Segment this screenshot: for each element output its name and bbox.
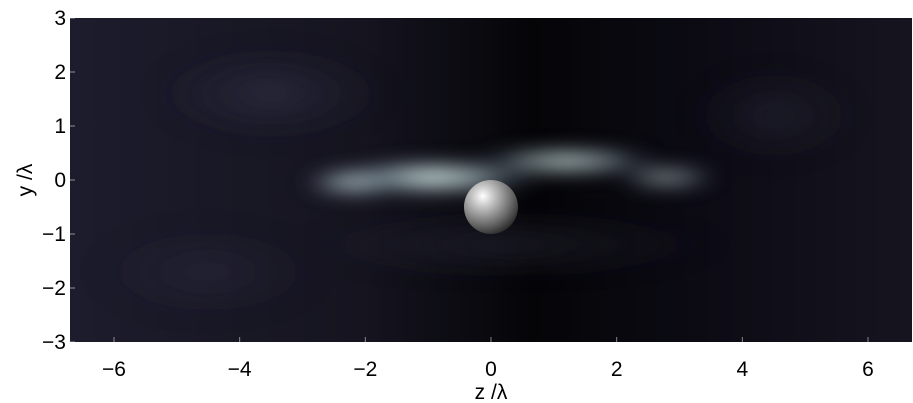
x-tick-label: 6	[862, 358, 874, 381]
intensity-feature	[679, 61, 869, 170]
y-tick-label: −1	[42, 223, 66, 246]
sphere	[464, 180, 518, 234]
intensity-feature	[145, 39, 397, 148]
y-tick-label: 2	[54, 61, 66, 84]
y-axis-label: y /λ	[14, 163, 37, 196]
x-axis-ticks: −6 −4 −2 0 2 4 6	[102, 337, 874, 381]
x-tick-label: 0	[485, 358, 497, 381]
y-tick-label: −3	[42, 331, 66, 354]
x-tick-label: −6	[102, 358, 126, 381]
intensity-feature	[289, 207, 730, 283]
x-tick-label: −2	[353, 358, 377, 381]
x-axis-label: z /λ	[475, 381, 508, 403]
intensity-feature	[465, 145, 667, 177]
intensity-features	[82, 39, 869, 326]
intensity-feature	[82, 217, 334, 326]
intensity-feature	[296, 167, 410, 198]
y-tick-label: 3	[54, 7, 66, 30]
y-tick-label: 0	[54, 169, 66, 192]
y-tick-label: 1	[54, 115, 66, 138]
plot-area	[70, 18, 912, 342]
intensity-feature	[610, 163, 724, 191]
x-tick-label: −4	[228, 358, 252, 381]
y-axis-ticks: −3 −2 −1 0 1 2 3	[42, 7, 75, 354]
x-tick-label: 2	[611, 358, 623, 381]
x-tick-label: 4	[736, 358, 748, 381]
y-tick-label: −2	[42, 277, 66, 300]
